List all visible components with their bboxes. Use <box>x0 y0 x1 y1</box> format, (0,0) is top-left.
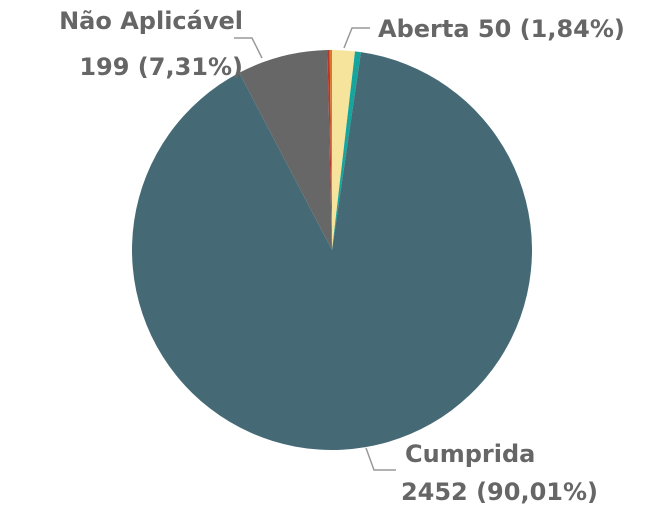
category-label: Cumprida <box>405 440 535 468</box>
pie-slice <box>327 50 332 250</box>
pie-slice <box>131 52 532 451</box>
leader-line <box>343 27 370 49</box>
value-label: 50 (1,84%) <box>478 15 625 43</box>
value-label: 2452 (90,01%) <box>401 478 598 506</box>
leader-line <box>365 447 396 471</box>
pie-slice <box>332 51 361 250</box>
category-label: Não Aplicável <box>59 7 243 35</box>
pie-slice <box>239 50 332 250</box>
value-label: 199 (7,31%) <box>79 53 243 81</box>
category-label: Aberta <box>378 15 470 43</box>
pie-slice <box>332 50 356 250</box>
pie-slice <box>329 50 332 250</box>
leader-line <box>234 37 263 59</box>
data-label: Aberta 50 (1,84%) <box>378 15 625 43</box>
